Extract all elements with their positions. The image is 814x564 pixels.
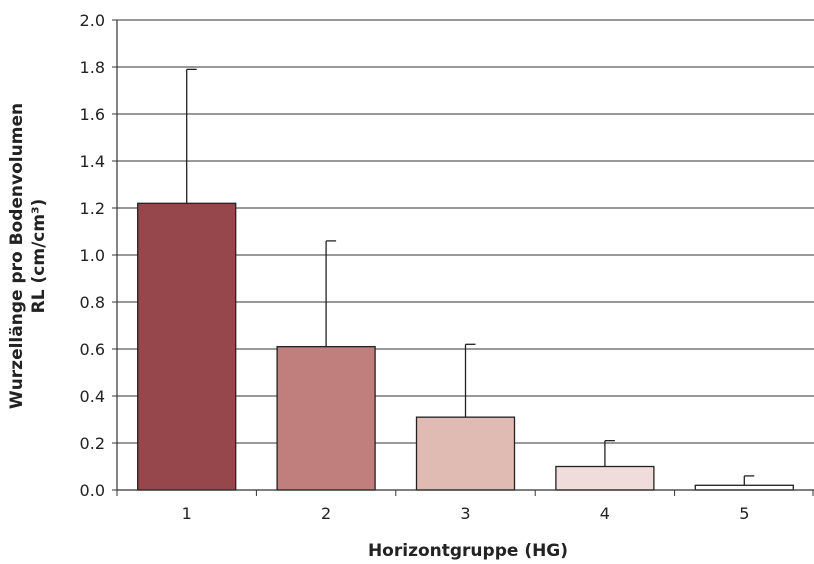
x-tick-label: 3	[460, 504, 470, 523]
y-tick-label: 0.2	[80, 434, 105, 453]
x-axis-title: Horizontgruppe (HG)	[368, 541, 568, 561]
y-tick-label: 1.0	[80, 246, 105, 265]
bar	[276, 345, 376, 491]
x-tick-label: 5	[739, 504, 749, 523]
y-axis-title: Wurzellänge pro Bodenvolumen RL (cm/cm³)	[7, 103, 49, 409]
x-tick-label: 2	[321, 504, 331, 523]
bar	[694, 484, 794, 491]
bar	[555, 465, 655, 491]
y-tick-label: 1.4	[80, 152, 105, 171]
y-axis-title-line2: RL (cm/cm³)	[29, 199, 49, 314]
y-tick-labels: 0.0 0.2 0.4 0.6 0.8 1.0 1.2 1.4 1.6 1.8 2.0	[80, 11, 105, 500]
y-tick-label: 1.2	[80, 199, 105, 218]
y-tick-label: 0.4	[80, 387, 105, 406]
x-tick-label: 1	[182, 504, 192, 523]
bar	[137, 202, 237, 491]
x-tick-labels: 1 2 3 4 5	[182, 504, 750, 523]
error-bars	[186, 68, 755, 486]
x-tick-label: 4	[600, 504, 610, 523]
y-axis-title-line1: Wurzellänge pro Bodenvolumen	[7, 103, 27, 409]
axes	[112, 19, 814, 496]
y-tick-label: 1.8	[80, 58, 105, 77]
bar	[415, 416, 516, 491]
y-tick-label: 2.0	[80, 11, 105, 30]
y-tick-label: 0.6	[80, 340, 105, 359]
y-tick-label: 1.6	[80, 105, 105, 124]
y-tick-label: 0.8	[80, 293, 105, 312]
y-tick-label: 0.0	[80, 481, 105, 500]
